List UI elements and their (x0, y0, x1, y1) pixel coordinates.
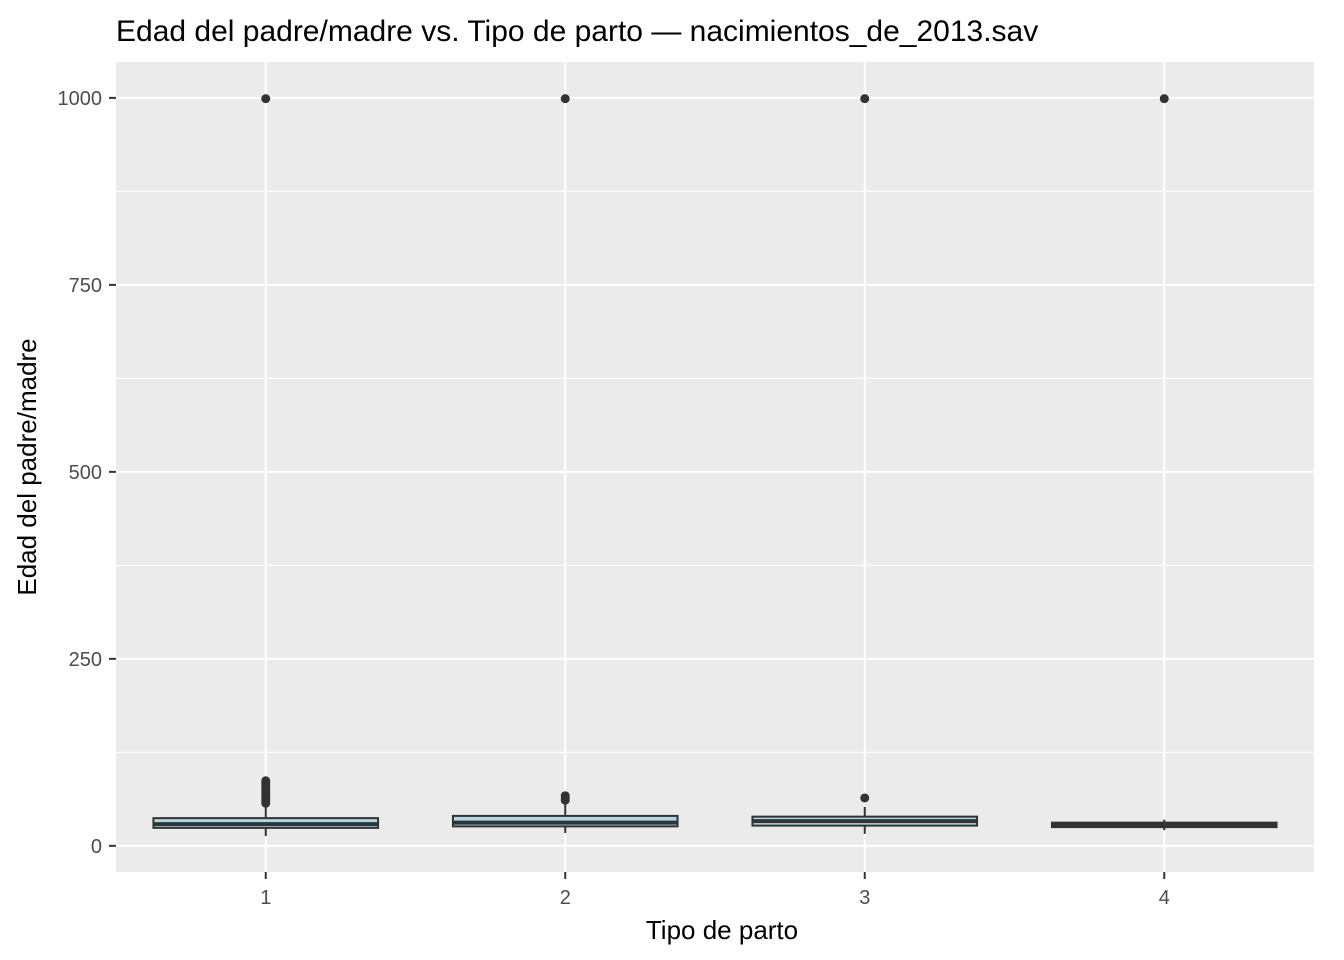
y-axis-ticks: 0 250 500 750 1000 (58, 88, 116, 858)
chart-title: Edad del padre/madre vs. Tipo de parto —… (116, 15, 1038, 48)
x-axis-ticks: 1 2 3 4 (260, 872, 1170, 909)
gridlines (116, 62, 1314, 872)
y-tick-label: 750 (69, 275, 102, 297)
outlier-point (261, 94, 271, 104)
box-marks (152, 94, 1278, 837)
outlier-point (261, 776, 271, 786)
y-tick-label: 1000 (58, 88, 103, 110)
box-category-2 (451, 94, 679, 834)
outlier-point (860, 793, 870, 803)
x-tick-label: 2 (560, 887, 571, 909)
outlier-point (860, 94, 870, 104)
x-tick-label: 4 (1159, 887, 1170, 909)
box-category-1 (152, 94, 380, 837)
y-axis-title: Edad del padre/madre (12, 338, 42, 595)
x-tick-label: 1 (260, 887, 271, 909)
x-tick-label: 3 (859, 887, 870, 909)
y-tick-label: 500 (69, 462, 102, 484)
outlier-point (1159, 94, 1169, 104)
box-category-4 (1050, 94, 1278, 831)
box-category-3 (751, 94, 979, 834)
outlier-point (560, 791, 570, 801)
plot-panel (116, 62, 1314, 872)
y-tick-label: 250 (69, 649, 102, 671)
x-axis-title: Tipo de parto (646, 915, 798, 945)
outlier-point (560, 94, 570, 104)
y-tick-label: 0 (91, 836, 102, 858)
